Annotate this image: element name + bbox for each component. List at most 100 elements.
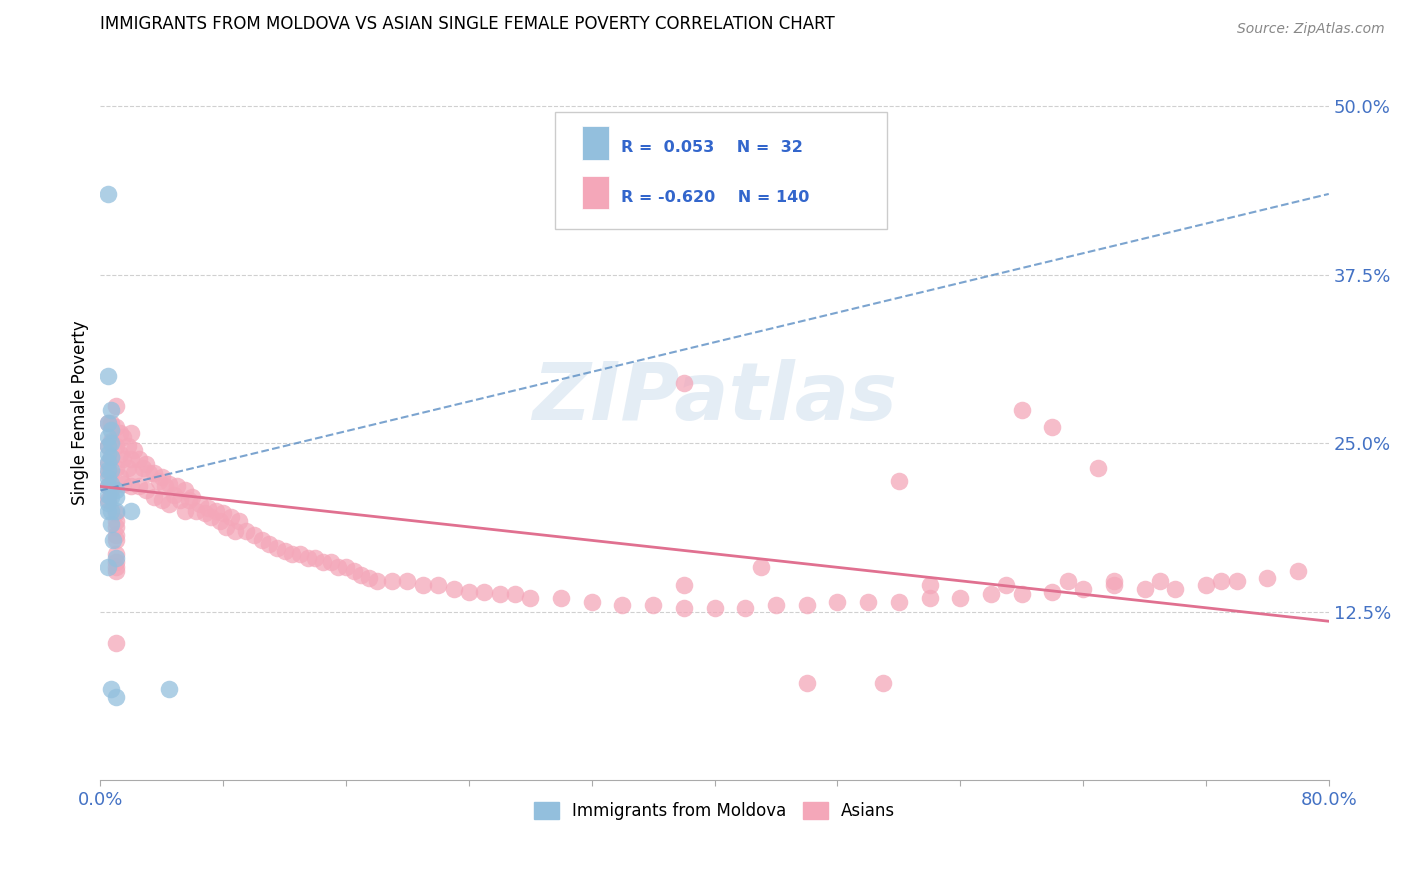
Point (173, 504, 195, 518)
Point (128, 452, 150, 467)
Point (235, 524, 257, 538)
Point (143, 490, 166, 504)
Point (138, 466, 160, 480)
Point (104, 460, 127, 475)
Point (104, 690, 127, 704)
Point (104, 439, 127, 453)
Point (224, 524, 246, 538)
Point (350, 568, 373, 582)
Point (104, 520, 127, 534)
Point (335, 560, 357, 574)
Point (1102, 578, 1125, 592)
Point (132, 460, 155, 475)
Point (104, 507, 127, 521)
Point (1164, 582, 1187, 596)
Point (112, 429, 135, 443)
Point (1195, 578, 1218, 592)
Point (204, 504, 226, 518)
Point (796, 676, 818, 690)
Point (97, 479, 120, 493)
FancyBboxPatch shape (555, 112, 887, 229)
Point (104, 528, 127, 542)
Point (100, 423, 122, 437)
Point (918, 591, 941, 606)
Point (194, 507, 217, 521)
Point (1056, 574, 1078, 588)
Point (104, 555, 127, 569)
Point (1102, 574, 1125, 588)
Point (179, 492, 201, 507)
Point (995, 578, 1018, 592)
Point (100, 466, 122, 480)
Point (104, 550, 127, 565)
Point (1011, 587, 1033, 601)
Point (328, 560, 350, 574)
Point (112, 452, 135, 467)
Point (120, 479, 142, 493)
Point (765, 598, 787, 612)
Point (472, 584, 495, 599)
Point (153, 479, 176, 493)
Point (100, 517, 122, 532)
Point (1211, 574, 1233, 588)
Point (104, 636, 127, 650)
Point (97, 368, 120, 383)
Point (97, 416, 120, 430)
Point (1149, 574, 1171, 588)
Point (918, 578, 941, 592)
Point (135, 483, 157, 498)
Point (219, 510, 242, 524)
Point (104, 399, 127, 413)
Point (887, 595, 910, 609)
Point (104, 533, 127, 548)
Point (1133, 582, 1156, 596)
Point (228, 515, 250, 529)
Point (110, 447, 132, 461)
Point (1071, 582, 1094, 596)
Point (169, 492, 191, 507)
Point (357, 571, 380, 585)
Point (734, 600, 756, 615)
Point (288, 547, 311, 561)
Point (100, 476, 122, 491)
Point (672, 376, 695, 390)
Point (796, 598, 818, 612)
Point (110, 425, 132, 440)
Point (749, 560, 772, 574)
Point (100, 402, 122, 417)
Point (949, 591, 972, 606)
Point (120, 504, 142, 518)
Text: Source: ZipAtlas.com: Source: ZipAtlas.com (1237, 22, 1385, 37)
Point (100, 483, 122, 498)
Point (97, 479, 120, 493)
Point (150, 470, 173, 484)
Point (117, 439, 139, 453)
Point (503, 587, 526, 601)
Point (1286, 565, 1309, 579)
Point (104, 515, 127, 529)
Point (643, 598, 665, 612)
Point (412, 578, 434, 592)
Point (304, 550, 326, 565)
Point (312, 555, 335, 569)
Point (104, 504, 127, 518)
Point (581, 595, 603, 609)
Point (980, 587, 1002, 601)
Point (104, 547, 127, 561)
Point (100, 434, 122, 448)
Point (1226, 574, 1249, 588)
Point (488, 587, 510, 601)
Point (97, 560, 120, 574)
Point (672, 578, 695, 592)
Point (703, 600, 725, 615)
Point (319, 555, 342, 569)
Point (97, 466, 120, 480)
Point (159, 476, 181, 491)
Point (166, 479, 188, 493)
Point (457, 584, 479, 599)
Point (100, 681, 122, 696)
Point (120, 452, 142, 467)
Point (297, 550, 319, 565)
Text: R = -0.620    N = 140: R = -0.620 N = 140 (621, 190, 810, 204)
Point (215, 520, 238, 534)
